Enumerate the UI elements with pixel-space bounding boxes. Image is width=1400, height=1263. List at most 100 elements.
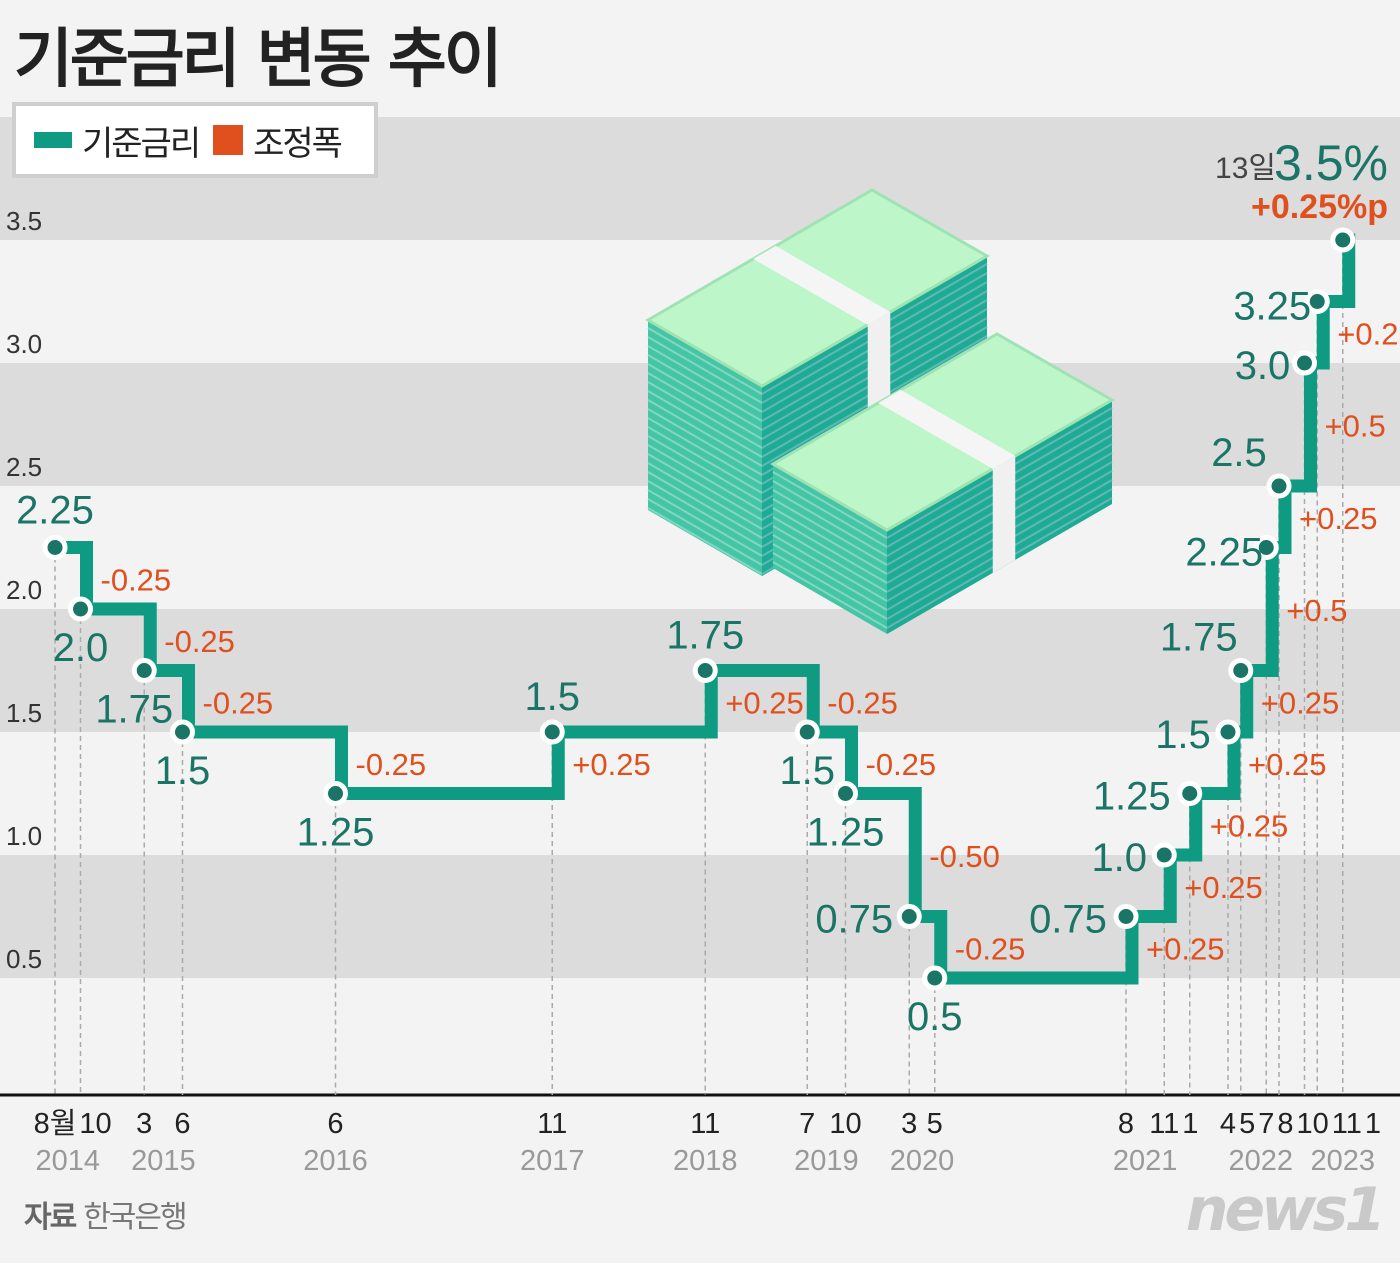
y-tick-label: 1.5 bbox=[6, 698, 42, 728]
change-label: +0.25 bbox=[1337, 316, 1400, 351]
month-tick-label: 5 bbox=[1239, 1108, 1255, 1140]
bill-edge bbox=[772, 507, 888, 575]
rate-point bbox=[42, 535, 68, 560]
year-tick-label: 2020 bbox=[890, 1145, 955, 1177]
bill-edge bbox=[647, 417, 763, 485]
bill-edge bbox=[647, 354, 763, 422]
rate-point bbox=[1151, 842, 1177, 868]
bill-band bbox=[753, 245, 891, 325]
month-tick-label: 10 bbox=[829, 1108, 861, 1140]
headline-date: 13일 bbox=[1215, 152, 1276, 185]
year-tick-label: 2015 bbox=[131, 1145, 196, 1177]
legend-item-change: 조정폭 bbox=[213, 116, 343, 165]
bill-edge bbox=[772, 471, 888, 539]
rate-label: 2.0 bbox=[53, 626, 109, 670]
source-value: 한국은행 bbox=[83, 1200, 187, 1235]
month-tick-label: 8 bbox=[1277, 1108, 1293, 1140]
rate-point bbox=[794, 719, 820, 745]
month-tick-label: 5 bbox=[927, 1108, 943, 1140]
y-tick-label: 2.0 bbox=[6, 575, 42, 605]
bill-edge bbox=[647, 462, 763, 530]
month-tick-label: 6 bbox=[327, 1108, 343, 1140]
month-tick-label: 1 bbox=[1365, 1108, 1381, 1140]
change-label: -0.50 bbox=[929, 839, 1000, 874]
rate-point bbox=[1292, 350, 1317, 376]
change-label: -0.25 bbox=[101, 562, 172, 597]
change-label: -0.25 bbox=[955, 931, 1026, 966]
change-label: +0.25 bbox=[1146, 931, 1224, 966]
bill-edge bbox=[772, 534, 888, 602]
year-tick-label: 2016 bbox=[303, 1145, 368, 1177]
rate-point bbox=[131, 658, 157, 683]
month-tick-label: 10 bbox=[1296, 1108, 1328, 1140]
rate-point bbox=[1215, 719, 1241, 745]
change-label: -0.25 bbox=[866, 747, 937, 782]
legend-item-rate: 기준금리 bbox=[34, 116, 201, 165]
bill-edge bbox=[647, 381, 763, 449]
change-label: +0.25 bbox=[1210, 808, 1288, 843]
month-tick-label: 6 bbox=[174, 1108, 190, 1140]
bill-edge bbox=[647, 327, 763, 395]
y-tick-label: 0.5 bbox=[6, 944, 42, 974]
rate-point bbox=[1253, 535, 1279, 560]
bill-edge bbox=[647, 390, 763, 458]
legend-label-rate: 기준금리 bbox=[82, 123, 201, 164]
legend-label-change: 조정폭 bbox=[253, 123, 343, 164]
rate-label: 1.75 bbox=[1160, 616, 1238, 660]
y-tick-label: 3.5 bbox=[6, 206, 42, 236]
legend-swatch-change bbox=[213, 125, 244, 155]
bill-edge bbox=[647, 336, 763, 404]
change-label: +0.5 bbox=[1325, 409, 1386, 444]
bill-edge bbox=[647, 363, 763, 431]
bill-edge bbox=[772, 525, 888, 593]
month-tick-label: 10 bbox=[79, 1108, 111, 1140]
bill-edge bbox=[647, 480, 763, 548]
rate-point bbox=[323, 781, 348, 806]
rate-label: 1.75 bbox=[666, 614, 744, 658]
month-tick-label: 7 bbox=[799, 1108, 815, 1140]
year-tick-label: 2017 bbox=[520, 1145, 585, 1177]
change-label: +0.25 bbox=[725, 685, 803, 720]
news1-logo: news1 bbox=[1185, 1175, 1386, 1245]
change-label: +0.25 bbox=[1248, 747, 1326, 782]
rate-label: 0.75 bbox=[815, 898, 893, 942]
rate-point bbox=[1330, 227, 1356, 253]
change-label: -0.25 bbox=[203, 685, 274, 720]
bill-edge bbox=[647, 444, 763, 512]
year-tick-label: 2018 bbox=[673, 1145, 738, 1177]
bill-edge bbox=[647, 426, 763, 494]
bill-band bbox=[878, 389, 1016, 469]
headline-change: +0.25%p bbox=[1251, 188, 1388, 226]
month-tick-label: 1 bbox=[1182, 1108, 1198, 1140]
bill-edge bbox=[772, 561, 888, 629]
bill-edge bbox=[772, 552, 888, 620]
change-label: -0.25 bbox=[164, 624, 235, 659]
y-tick-label: 3.0 bbox=[6, 329, 42, 359]
month-tick-label: 11 bbox=[1332, 1108, 1362, 1140]
year-tick-label: 2019 bbox=[794, 1145, 859, 1177]
month-tick-label: 8월 bbox=[34, 1107, 77, 1140]
y-tick-label: 2.5 bbox=[6, 452, 42, 482]
bill-edge bbox=[647, 408, 763, 476]
year-tick-label: 2023 bbox=[1310, 1145, 1375, 1177]
source-note: 자료 한국은행 bbox=[24, 1192, 188, 1236]
rate-point bbox=[1304, 289, 1330, 314]
y-tick-label: 1.0 bbox=[6, 821, 42, 851]
money-stack-front bbox=[770, 332, 1116, 634]
rate-label: 0.75 bbox=[1029, 898, 1107, 942]
page-title: 기준금리 변동 추이 bbox=[14, 23, 503, 97]
change-label: +0.25 bbox=[1261, 685, 1339, 720]
bill-edge bbox=[647, 498, 763, 566]
bill-edge bbox=[772, 516, 888, 584]
rate-label: 1.25 bbox=[297, 811, 375, 855]
month-tick-label: 11 bbox=[1149, 1108, 1179, 1140]
bill-edge bbox=[772, 489, 888, 557]
month-tick-label: 4 bbox=[1220, 1108, 1236, 1140]
bill-edge bbox=[647, 471, 763, 539]
rate-point bbox=[539, 719, 565, 745]
rate-label: 1.0 bbox=[1091, 836, 1147, 880]
rate-label: 1.25 bbox=[1093, 775, 1171, 819]
rate-label: 1.5 bbox=[524, 675, 580, 719]
rate-label: 1.5 bbox=[1155, 713, 1211, 757]
